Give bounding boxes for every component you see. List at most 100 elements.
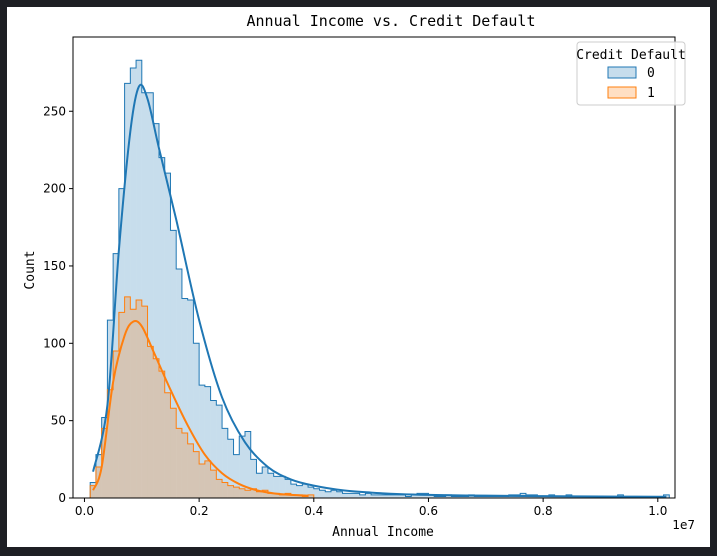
hist-bar-series-1-0 [90, 485, 96, 498]
hist-bar-series-1-28 [250, 488, 257, 498]
hist-bar-series-0-78 [537, 496, 544, 498]
legend-label-0: 0 [647, 66, 655, 81]
hist-bar-series-0-62 [445, 494, 452, 498]
legend-label-1: 1 [647, 86, 655, 101]
hist-bar-series-1-31 [267, 493, 274, 498]
hist-bar-series-0-29 [256, 473, 263, 498]
hist-bar-series-1-1 [95, 467, 102, 498]
hist-bar-series-0-17 [187, 299, 194, 498]
hist-bar-series-0-15 [176, 269, 182, 498]
hist-bar-series-1-12 [159, 371, 165, 498]
hist-bar-series-0-52 [388, 494, 395, 498]
hist-bar-series-1-16 [181, 433, 188, 498]
hist-bar-series-1-35 [290, 494, 297, 498]
x-tick-label-2: 0.4 [304, 504, 323, 518]
hist-bar-series-0-72 [503, 496, 509, 498]
hist-bar-series-0-61 [439, 496, 446, 498]
series-0 [89, 59, 670, 499]
hist-bar-series-0-35 [290, 484, 297, 498]
hist-bar-series-1-24 [227, 485, 234, 498]
hist-bar-series-0-70 [491, 496, 498, 498]
hist-bar-series-0-41 [325, 491, 331, 498]
hist-bar-series-0-6 [124, 83, 131, 498]
y-tick-label-2: 100 [43, 336, 66, 350]
hist-bar-series-0-37 [302, 484, 309, 498]
legend-box [576, 41, 686, 106]
hist-bar-series-0-53 [394, 494, 400, 498]
hist-bar-series-0-18 [193, 343, 200, 498]
x-tick-label-0: 0.0 [75, 504, 94, 518]
hist-bar-series-0-68 [480, 496, 486, 498]
hist-bar-series-0-49 [371, 494, 377, 498]
x-tick-label-4: 0.8 [534, 504, 553, 518]
hist-bar-series-1-26 [239, 488, 245, 498]
x-axis-ticks: 0.0 0.2 0.4 0.6 0.8 1.0 [75, 498, 667, 518]
hist-bar-series-0-25 [233, 454, 240, 498]
chart-frame: Annual Income vs. Credit Default 0.0 0.2 0… [7, 7, 710, 547]
histogram-chart: Annual Income vs. Credit Default 0.0 0.2 0… [23, 12, 695, 540]
hist-bar-series-1-19 [199, 463, 205, 498]
hist-bar-series-0-26 [239, 436, 245, 498]
hist-bar-series-0-45 [348, 493, 354, 498]
hist-bar-series-0-79 [543, 496, 549, 498]
hist-bar-series-0-23 [222, 428, 228, 498]
chart-title: Annual Income vs. Credit Default [247, 12, 536, 30]
hist-bar-series-1-37 [302, 496, 309, 498]
hist-bar-series-0-20 [204, 386, 211, 498]
hist-bar-series-1-6 [124, 296, 131, 498]
legend-swatch-0 [607, 66, 637, 79]
hist-bar-series-0-48 [365, 493, 372, 498]
y-tick-label-0: 0 [58, 491, 66, 505]
hist-bar-series-0-28 [250, 459, 257, 498]
hist-bar-series-0-36 [296, 485, 303, 498]
hist-bar-series-1-15 [176, 428, 182, 498]
axes-frame [72, 36, 676, 499]
hist-bar-series-1-8 [136, 299, 142, 498]
hist-bar-series-1-20 [204, 460, 211, 498]
hist-bar-series-0-12 [159, 157, 165, 498]
x-tick-label-1: 0.2 [190, 504, 209, 518]
x-tick-label-3: 0.6 [419, 504, 438, 518]
hist-bar-series-0-59 [428, 494, 435, 498]
hist-bar-series-0-2 [101, 417, 108, 498]
hist-bar-series-0-43 [336, 491, 343, 498]
hist-bar-series-0-54 [399, 494, 406, 498]
hist-bar-series-0-63 [451, 496, 458, 498]
hist-bar-series-0-40 [319, 490, 326, 498]
x-axis-label: Annual Income [332, 525, 434, 540]
hist-bar-series-0-34 [285, 479, 291, 498]
y-tick-label-5: 250 [43, 104, 66, 118]
hist-bar-series-0-7 [130, 67, 137, 498]
y-axis-ticks: 0 50 100 150 200 250 [43, 104, 73, 505]
hist-bar-series-0-11 [153, 123, 159, 499]
kde-line-series-0 [92, 83, 667, 498]
hist-bar-series-0-33 [279, 476, 286, 498]
hist-bar-series-0-32 [273, 476, 280, 498]
hist-bar-series-1-11 [153, 358, 159, 498]
hist-bar-series-1-4 [113, 351, 119, 498]
hist-bar-series-1-32 [273, 493, 280, 498]
hist-bar-series-0-55 [405, 496, 412, 498]
hist-bar-series-0-10 [147, 92, 154, 498]
hist-bar-series-0-8 [136, 60, 142, 498]
y-tick-label-3: 150 [43, 259, 66, 273]
hist-bar-series-1-27 [245, 490, 251, 498]
y-tick-label-1: 50 [51, 414, 66, 428]
hist-bar-series-0-71 [497, 496, 503, 498]
hist-bar-series-1-5 [118, 312, 125, 498]
hist-bar-series-0-4 [113, 253, 119, 498]
hist-bar-series-0-24 [227, 439, 234, 498]
x-tick-label-5: 1.0 [648, 504, 667, 518]
hist-bar-series-0-56 [411, 494, 417, 498]
hist-bar-series-1-13 [164, 392, 171, 498]
hist-bar-series-0-31 [267, 473, 274, 498]
hist-bar-series-0-38 [308, 487, 314, 498]
hist-bar-series-1-3 [107, 389, 114, 498]
hist-bar-series-0-30 [262, 467, 268, 498]
hist-bar-series-1-36 [296, 494, 303, 498]
hist-bar-series-1-2 [101, 428, 108, 498]
legend-title: Credit Default [576, 48, 686, 63]
hist-bar-series-1-23 [222, 482, 228, 498]
hist-bar-series-1-25 [233, 487, 240, 498]
hist-bar-series-1-21 [210, 470, 217, 498]
